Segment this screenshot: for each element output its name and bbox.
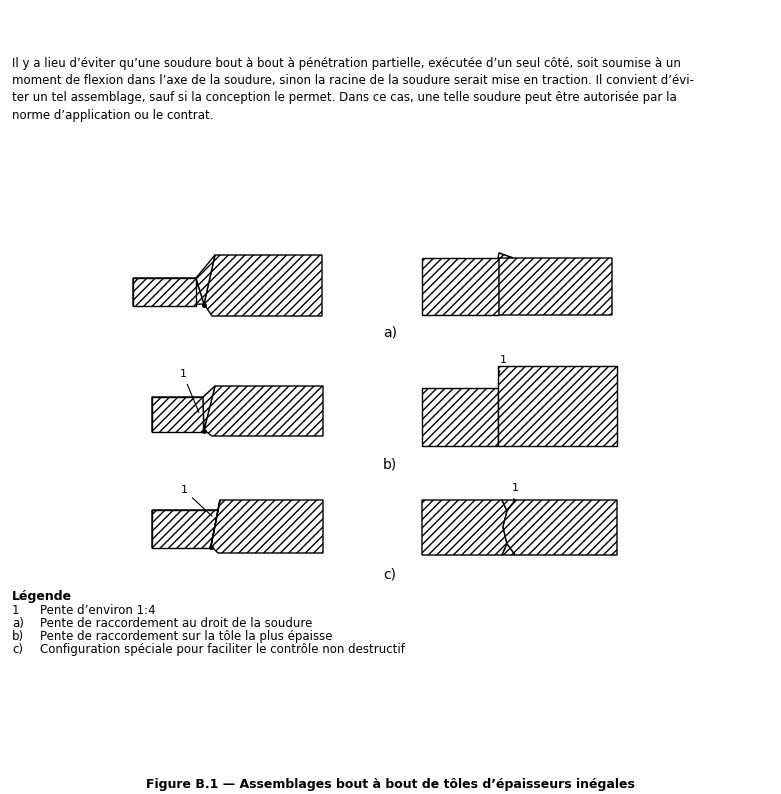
Polygon shape	[211, 500, 323, 553]
Polygon shape	[133, 278, 196, 306]
Polygon shape	[204, 255, 322, 316]
Polygon shape	[498, 366, 617, 446]
Text: c): c)	[12, 643, 23, 656]
Text: Pente de raccordement au droit de la soudure: Pente de raccordement au droit de la sou…	[40, 617, 312, 630]
Polygon shape	[211, 500, 220, 546]
Text: 1: 1	[499, 355, 507, 374]
Text: Configuration spéciale pour faciliter le contrôle non destructif: Configuration spéciale pour faciliter le…	[40, 643, 405, 656]
Text: Les assemblages bout à bout destinés à assembler des pièces de sections inégales: Les assemblages bout à bout destinés à a…	[12, 0, 686, 2]
Text: b): b)	[383, 457, 397, 471]
Text: a): a)	[12, 617, 24, 630]
Text: Pente de raccordement sur la tôle la plus épaisse: Pente de raccordement sur la tôle la plu…	[40, 630, 333, 643]
Polygon shape	[498, 253, 513, 258]
Text: Il y a lieu d’éviter qu’une soudure bout à bout à pénétration partielle, exécuté: Il y a lieu d’éviter qu’une soudure bout…	[12, 56, 694, 122]
Polygon shape	[422, 258, 499, 315]
Polygon shape	[152, 397, 204, 432]
Text: Figure B.1 — Assemblages bout à bout de tôles d’épaisseurs inégales: Figure B.1 — Assemblages bout à bout de …	[145, 778, 634, 791]
Text: 1: 1	[512, 483, 519, 503]
Polygon shape	[422, 388, 498, 446]
Text: 1: 1	[180, 369, 199, 412]
Text: c): c)	[383, 568, 397, 582]
Polygon shape	[204, 386, 323, 436]
Polygon shape	[422, 500, 507, 555]
Text: b): b)	[12, 630, 24, 643]
Polygon shape	[196, 255, 215, 304]
Polygon shape	[133, 278, 204, 306]
Polygon shape	[499, 253, 612, 315]
Polygon shape	[152, 510, 218, 548]
Polygon shape	[152, 397, 203, 432]
Text: 1: 1	[12, 604, 20, 617]
Polygon shape	[502, 544, 515, 555]
Text: Pente d’environ 1:4: Pente d’environ 1:4	[40, 604, 155, 617]
Text: 1: 1	[180, 485, 212, 516]
Polygon shape	[502, 500, 515, 511]
Text: Légende: Légende	[12, 590, 72, 603]
Polygon shape	[203, 386, 215, 430]
Polygon shape	[503, 500, 617, 555]
Text: a): a)	[383, 325, 397, 339]
Polygon shape	[152, 510, 218, 548]
